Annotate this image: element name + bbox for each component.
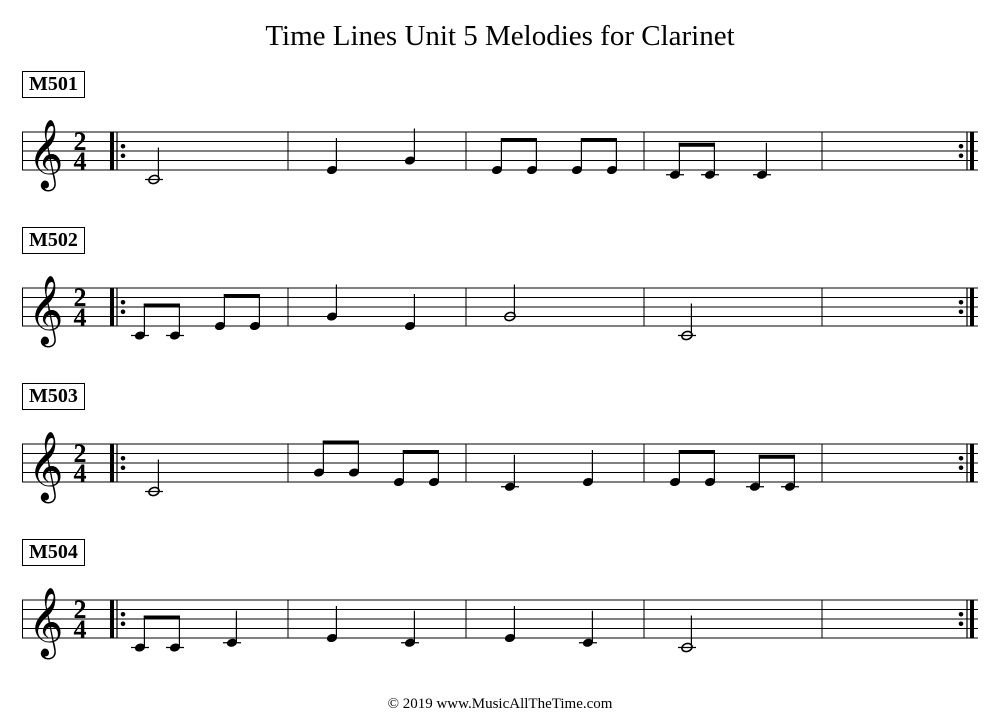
svg-text:4: 4 — [74, 459, 87, 488]
staff: 𝄞24 — [22, 416, 978, 511]
svg-text:4: 4 — [74, 147, 87, 176]
svg-text:4: 4 — [74, 615, 87, 644]
exercise-block: M503 𝄞24 — [22, 383, 978, 511]
exercise-block: M502 𝄞24 — [22, 227, 978, 355]
exercise-block: M501 𝄞24 — [22, 71, 978, 199]
svg-text:4: 4 — [74, 303, 87, 332]
staff: 𝄞24 — [22, 104, 978, 199]
exercise-label: M503 — [22, 383, 85, 410]
page-title: Time Lines Unit 5 Melodies for Clarinet — [22, 20, 978, 53]
footer-copyright: © 2019 www.MusicAllTheTime.com — [0, 696, 1000, 713]
svg-text:𝄞: 𝄞 — [28, 432, 63, 503]
svg-text:𝄞: 𝄞 — [28, 120, 63, 191]
svg-text:𝄞: 𝄞 — [28, 276, 63, 347]
exercise-label: M501 — [22, 71, 85, 98]
svg-text:𝄞: 𝄞 — [28, 588, 63, 659]
exercise-block: M504 𝄞24 — [22, 539, 978, 667]
exercises-container: M501 𝄞24 M502 𝄞24 M503 𝄞24 M504 𝄞24 — [22, 71, 978, 667]
exercise-label: M504 — [22, 539, 85, 566]
exercise-label: M502 — [22, 227, 85, 254]
staff: 𝄞24 — [22, 260, 978, 355]
staff: 𝄞24 — [22, 572, 978, 667]
